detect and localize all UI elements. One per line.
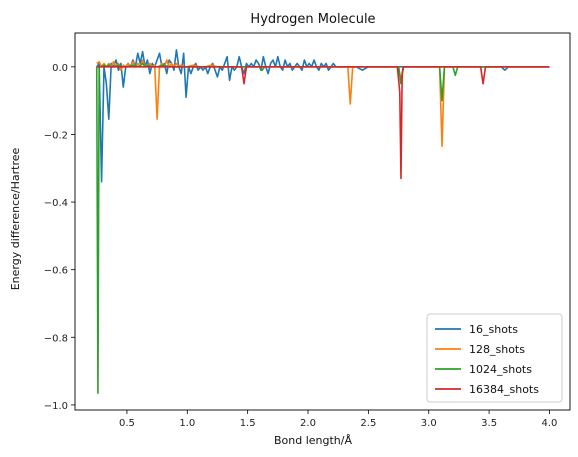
legend-box xyxy=(426,313,563,403)
x-tick-label: 2.5 xyxy=(360,418,376,429)
y-axis-label: Energy difference/Hartree xyxy=(9,147,22,290)
y-axis: −1.0 −0.8 −0.6 −0.4 −0.2 0.0 xyxy=(44,63,75,412)
y-tick-label: −0.2 xyxy=(44,130,68,141)
y-tick-label: 0.0 xyxy=(52,63,68,74)
series-line-16384_shots xyxy=(96,66,550,180)
legend: 16_shots 128_shots 1024_shots 16384_shots xyxy=(426,313,563,403)
y-tick-label: −0.8 xyxy=(44,333,68,344)
y-tick-label: −0.4 xyxy=(44,198,68,209)
legend-label-128_shots: 128_shots xyxy=(469,343,525,356)
x-tick-label: 3.0 xyxy=(421,418,437,429)
y-tick-label: −0.6 xyxy=(44,266,68,277)
x-tick-label: 0.5 xyxy=(119,418,135,429)
chart-title: Hydrogen Molecule xyxy=(250,12,375,27)
y-tick-label: −1.0 xyxy=(44,401,68,412)
legend-label-16384_shots: 16384_shots xyxy=(469,383,539,396)
x-tick-label: 3.5 xyxy=(481,418,497,429)
legend-label-16_shots: 16_shots xyxy=(469,323,518,336)
x-axis-label: Bond length/Å xyxy=(274,434,352,447)
x-tick-label: 4.0 xyxy=(542,418,558,429)
x-tick-label: 2.0 xyxy=(300,418,316,429)
x-tick-label: 1.0 xyxy=(179,418,195,429)
plot-area xyxy=(95,49,550,394)
x-tick-label: 1.5 xyxy=(240,418,256,429)
legend-label-1024_shots: 1024_shots xyxy=(469,363,532,376)
plot-frame xyxy=(74,32,571,411)
x-axis: 0.5 1.0 1.5 2.0 2.5 3.0 3.5 4.0 xyxy=(119,410,557,429)
